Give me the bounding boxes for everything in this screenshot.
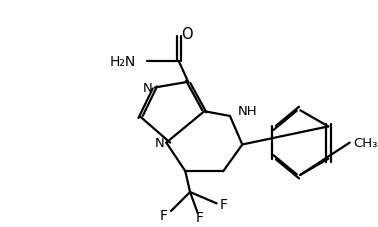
Text: CH₃: CH₃ [353, 136, 378, 149]
Text: F: F [195, 210, 203, 224]
Text: F: F [160, 208, 167, 222]
Text: H₂N: H₂N [110, 55, 136, 69]
Text: F: F [219, 197, 227, 211]
Text: NH: NH [237, 104, 257, 117]
Text: N: N [155, 136, 164, 149]
Text: N: N [143, 81, 152, 95]
Text: O: O [181, 27, 193, 42]
